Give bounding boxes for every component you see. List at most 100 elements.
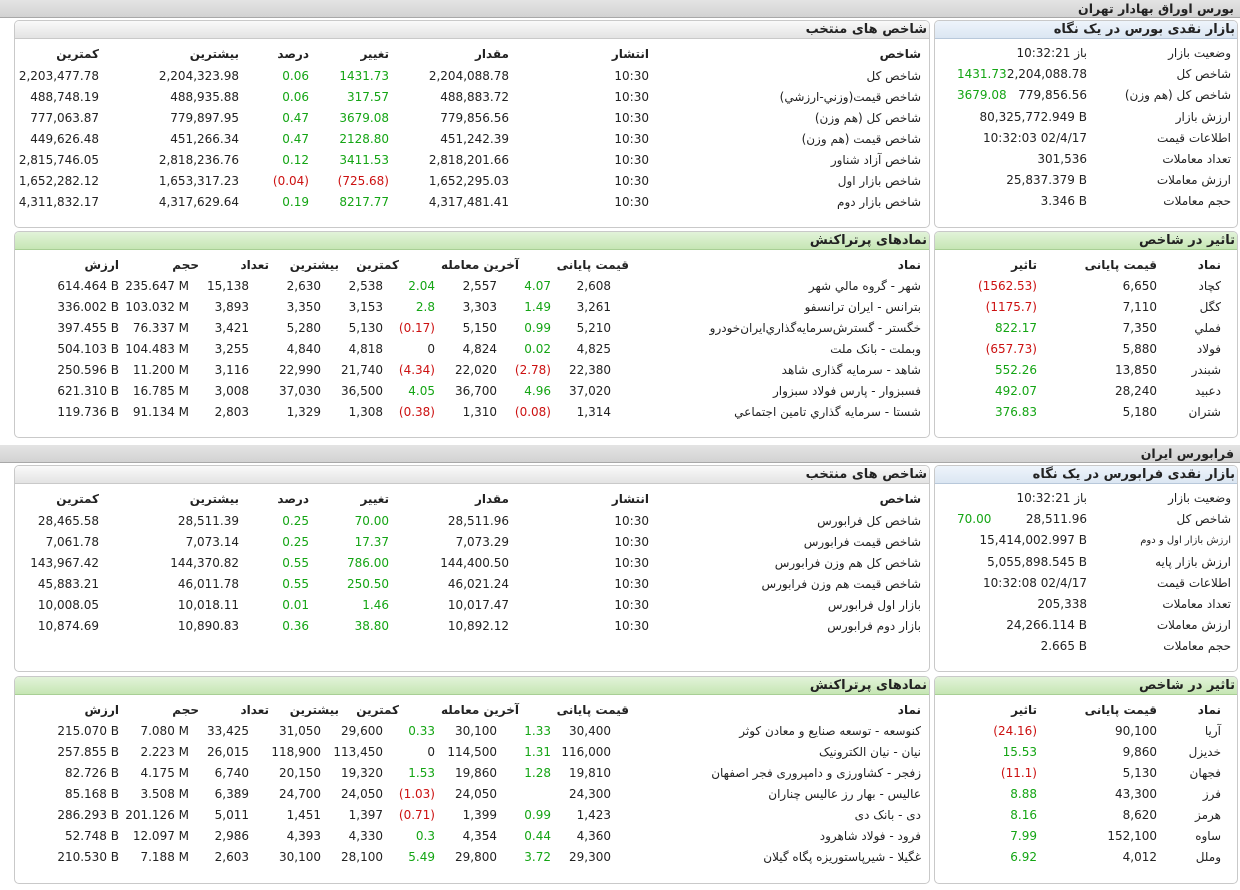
- index-name[interactable]: شاخص قیمت هم وزن فرابورس: [761, 577, 921, 591]
- active-col-header: کمترین: [356, 258, 399, 272]
- active-symbol-name[interactable]: عالیس - بهار رز عالیس چناران: [768, 787, 921, 801]
- active-close: 24,300: [569, 787, 611, 801]
- active-close: 4,360: [576, 829, 611, 843]
- glance-value: 10:32:08 02/4/17: [983, 575, 1087, 590]
- impact-price: 13,850: [1115, 363, 1157, 377]
- glance-label: ارزش بازار اول و دوم: [1140, 535, 1231, 547]
- index-name[interactable]: شاخص کل هم وزن فرابورس: [774, 556, 921, 570]
- active-symbol-name[interactable]: شهر - گروه مالي شهر: [808, 279, 921, 293]
- impact-symbol[interactable]: شبندر: [1191, 363, 1221, 377]
- active-value: 85.168 B: [64, 787, 119, 801]
- index-name[interactable]: شاخص قيمت(وزني-ارزشي): [779, 90, 921, 104]
- impact-symbol[interactable]: فملي: [1194, 321, 1221, 335]
- index-name[interactable]: شاخص قیمت (هم وزن): [801, 132, 921, 146]
- index-name[interactable]: شاخص بازار اول: [837, 174, 921, 188]
- active-symbol-name[interactable]: غگیلا - شیرپاستوریزه پگاه گیلان: [763, 850, 921, 864]
- fara-impact-title: تاثیر در شاخص: [935, 677, 1237, 695]
- impact-price: 7,110: [1122, 300, 1157, 314]
- active-close: 22,380: [569, 363, 611, 377]
- impact-symbol[interactable]: کگل: [1199, 300, 1221, 314]
- index-name[interactable]: شاخص کل فرابورس: [817, 514, 921, 528]
- impact-value: 376.83: [995, 405, 1037, 419]
- index-name[interactable]: شاخص کل: [866, 69, 921, 83]
- active-count: 2,603: [214, 850, 249, 864]
- glance-value: 2,204,088.78: [1006, 67, 1087, 82]
- active-count: 2,803: [214, 405, 249, 419]
- active-symbol-name[interactable]: فسبزوار - پارس فولاد سبزوار: [773, 384, 921, 398]
- active-symbol-name[interactable]: وبملت - بانک ملت: [830, 342, 921, 356]
- active-symbol-name[interactable]: نیان - نیان الکترونیک: [819, 745, 921, 759]
- active-close-change: 0.44: [524, 829, 551, 843]
- active-low: 21,740: [341, 363, 383, 377]
- impact-symbol[interactable]: دعبید: [1194, 384, 1221, 398]
- impact-symbol[interactable]: ساوه: [1195, 829, 1221, 843]
- active-close: 1,314: [576, 405, 611, 419]
- index-change: 3679.08: [339, 111, 389, 125]
- active-last-change: (1.03): [398, 787, 435, 801]
- indices-col-header: کمترین: [56, 47, 99, 61]
- active-symbol-name[interactable]: زفجر - کشاورزی و دامپروری فجر اصفهان: [711, 766, 921, 780]
- active-close: 2,608: [576, 279, 611, 293]
- active-last-change: (0.38): [398, 405, 435, 419]
- impact-symbol[interactable]: شتران: [1188, 405, 1221, 419]
- active-low: 19,320: [341, 766, 383, 780]
- indices-col-header: مقدار: [474, 47, 509, 61]
- index-time: 10:30: [614, 111, 649, 125]
- fara-impact-panel: تاثیر در شاخص نماد قیمت پایانی تاثیر آریا 90…: [934, 676, 1238, 884]
- impact-symbol[interactable]: فولاد: [1196, 342, 1221, 356]
- impact-symbol[interactable]: فجهان: [1189, 766, 1221, 780]
- tehran-indices-title: شاخص های منتخب: [15, 21, 929, 39]
- active-col-header: نماد: [897, 703, 921, 717]
- active-close: 5,210: [576, 321, 611, 335]
- index-name[interactable]: شاخص بازار دوم: [837, 195, 921, 209]
- active-close-change: 1.33: [524, 724, 551, 738]
- index-high: 144,370.82: [170, 556, 239, 570]
- index-name[interactable]: شاخص کل (هم وزن): [814, 111, 921, 125]
- glance-label: وضعیت بازار: [1168, 491, 1231, 505]
- index-name[interactable]: بازار اول فرابورس: [827, 598, 921, 612]
- impact-symbol[interactable]: کچاد: [1198, 279, 1221, 293]
- index-value: 28,511.96: [447, 514, 509, 528]
- active-close: 29,300: [569, 850, 611, 864]
- active-value: 621.310 B: [57, 384, 119, 398]
- index-time: 10:30: [614, 132, 649, 146]
- impact-price: 5,180: [1122, 405, 1157, 419]
- tehran-active-title: نمادهای پرتراکنش: [15, 232, 929, 250]
- active-symbol-name[interactable]: شاهد - سرمایه گذاری شاهد: [781, 363, 921, 377]
- impact-price: 90,100: [1115, 724, 1157, 738]
- index-name[interactable]: شاخص قیمت فرابورس: [803, 535, 921, 549]
- active-close-change: 0.02: [524, 342, 551, 356]
- impact-col-header: قیمت پایانی: [1084, 258, 1157, 272]
- glance-label: اطلاعات قیمت: [1156, 130, 1231, 145]
- impact-symbol[interactable]: هرمز: [1195, 808, 1221, 822]
- active-symbol-name[interactable]: دی - بانک دی: [854, 808, 921, 822]
- active-symbol-name[interactable]: کنوسعه - توسعه صنایع و معادن کوثر: [739, 724, 921, 738]
- active-value: 504.103 B: [57, 342, 119, 356]
- index-name[interactable]: بازار دوم فرابورس: [827, 619, 921, 633]
- glance-label: تعداد معاملات: [1162, 152, 1231, 166]
- impact-symbol[interactable]: فرز: [1202, 787, 1221, 801]
- active-symbol-name[interactable]: بترانس - ایران ترانسفو: [804, 300, 921, 314]
- active-symbol-name[interactable]: فرود - فولاد شاهرود: [819, 829, 921, 843]
- index-low: 2,203,477.78: [18, 69, 99, 83]
- impact-col-header: تاثیر: [1011, 703, 1037, 717]
- active-last: 4,824: [462, 342, 497, 356]
- index-low: 777,063.87: [30, 111, 99, 125]
- index-time: 10:30: [614, 69, 649, 83]
- active-symbol-name[interactable]: شستا - سرمايه گذاري تامين اجتماعي: [734, 405, 921, 419]
- active-last-change: 1.53: [408, 766, 435, 780]
- index-change: 70.00: [354, 514, 389, 528]
- glance-label: شاخص کل (هم وزن): [1124, 88, 1231, 103]
- impact-symbol[interactable]: آریا: [1204, 724, 1221, 738]
- index-value: 1,652,295.03: [428, 174, 509, 188]
- active-symbol-name[interactable]: خگستر - گسترش‌سرمايه‌گذاري‌ايران‌خودرو: [709, 321, 921, 335]
- active-last: 4,354: [462, 829, 497, 843]
- index-change: 2128.80: [339, 132, 389, 146]
- active-last-change: 4.05: [408, 384, 435, 398]
- impact-symbol[interactable]: وملل: [1195, 850, 1221, 864]
- index-change: 38.80: [354, 619, 389, 633]
- index-name[interactable]: شاخص آزاد شناور: [830, 153, 921, 167]
- active-col-header: تعداد: [240, 703, 269, 717]
- impact-symbol[interactable]: خدیزل: [1188, 745, 1221, 759]
- impact-price: 28,240: [1115, 384, 1157, 398]
